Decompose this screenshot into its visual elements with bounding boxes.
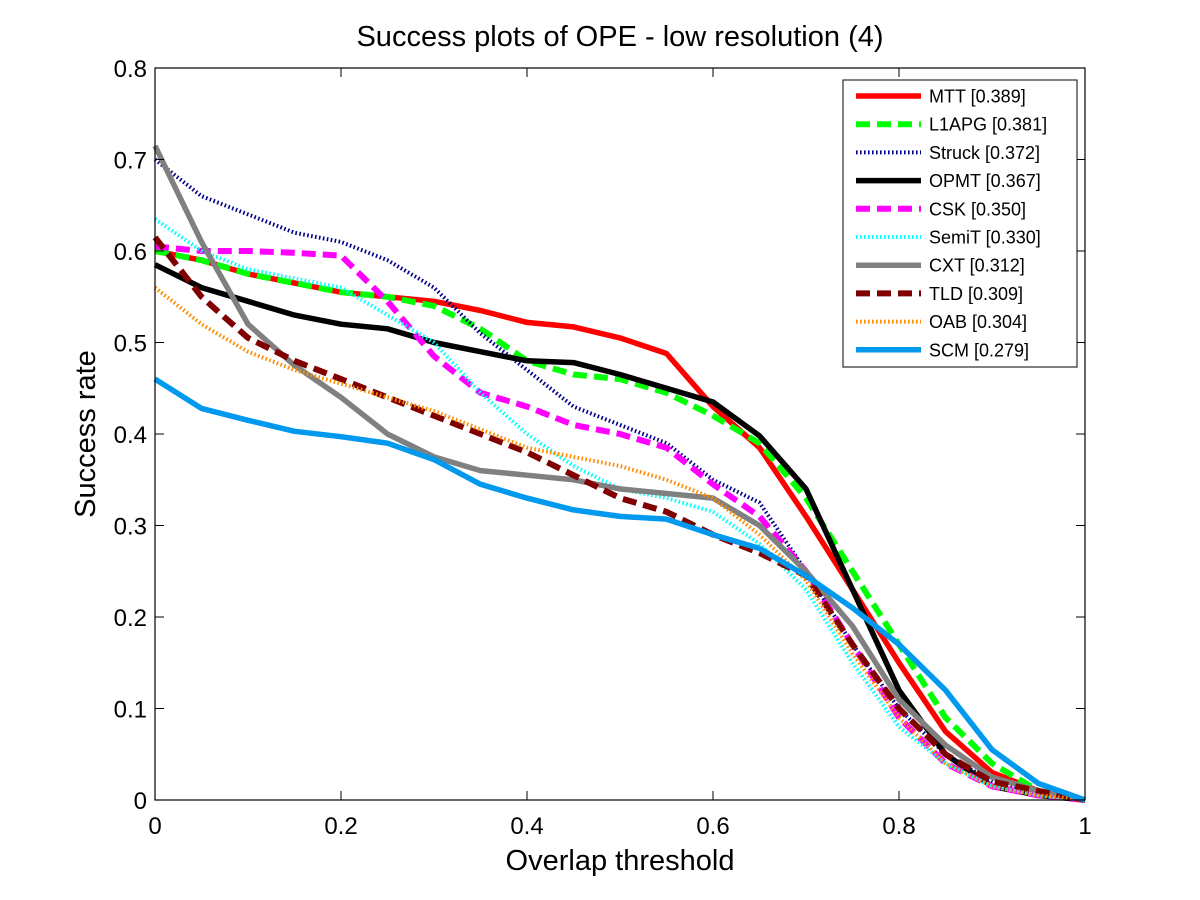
series-line-1 <box>154 248 1086 803</box>
series-lines <box>152 144 1086 803</box>
x-tick-label: 0 <box>148 813 161 840</box>
y-tick-label: 0.7 <box>114 148 147 175</box>
x-tick-label: 0.8 <box>882 813 915 840</box>
legend-label-6: CXT [0.312] <box>929 256 1025 276</box>
legend: MTT [0.389] L1APG [0.381] Struck [0.372] OP… <box>842 79 1078 368</box>
series-line-4 <box>154 243 1086 803</box>
legend-label-4: CSK [0.350] <box>929 199 1026 219</box>
x-tick-label: 0.4 <box>510 813 543 840</box>
x-axis-ticks: 0 0.2 0.4 0.6 0.8 1 <box>148 68 1092 840</box>
x-tick-label: 1 <box>1078 813 1091 840</box>
x-axis-label: Overlap threshold <box>506 845 735 877</box>
y-tick-label: 0.5 <box>114 331 147 358</box>
legend-label-0: MTT [0.389] <box>929 87 1026 107</box>
legend-label-5: SemiT [0.330] <box>929 228 1041 248</box>
legend-box <box>842 79 1078 368</box>
y-axis-ticks: 0 0.1 0.2 0.3 0.4 0.5 0.6 0.7 0.8 <box>114 56 1085 815</box>
x-tick-label: 0.2 <box>324 813 357 840</box>
legend-label-7: TLD [0.309] <box>929 284 1023 304</box>
x-tick-label: 0.6 <box>696 813 729 840</box>
y-tick-label: 0.2 <box>114 605 147 632</box>
y-tick-label: 0.6 <box>114 239 147 266</box>
y-tick-label: 0.4 <box>114 422 147 449</box>
y-tick-label: 0 <box>134 788 147 815</box>
legend-label-8: OAB [0.304] <box>929 312 1027 332</box>
series-line-6 <box>152 144 1086 803</box>
y-tick-label: 0.8 <box>114 56 147 83</box>
chart-title: Success plots of OPE - low resolution (4… <box>356 21 883 53</box>
series-line-7 <box>152 235 1086 803</box>
legend-label-9: SCM [0.279] <box>929 340 1029 360</box>
y-axis-label: Success rate <box>70 350 102 518</box>
series-line-9 <box>153 376 1086 803</box>
y-tick-label: 0.3 <box>114 514 147 541</box>
legend-label-1: L1APG [0.381] <box>929 115 1047 135</box>
legend-label-2: Struck [0.372] <box>929 143 1040 163</box>
legend-label-3: OPMT [0.367] <box>929 171 1041 191</box>
y-tick-label: 0.1 <box>114 697 147 724</box>
